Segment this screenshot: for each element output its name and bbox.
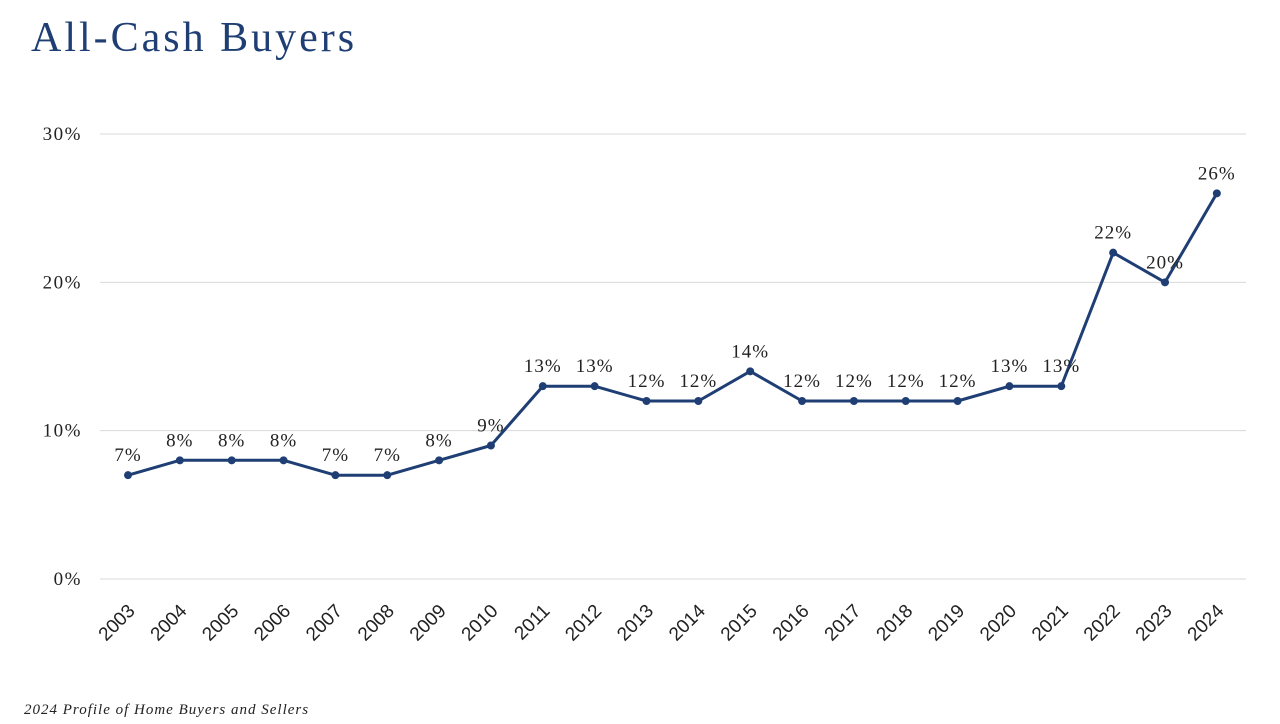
data-label: 7%	[114, 445, 141, 466]
data-label: 12%	[679, 371, 717, 392]
data-label: 8%	[270, 430, 297, 451]
data-label: 12%	[783, 371, 821, 392]
data-point	[590, 382, 599, 391]
x-tick-label: 2007	[302, 601, 347, 646]
x-tick-label: 2010	[458, 601, 503, 646]
y-tick-label: 30%	[43, 124, 82, 145]
data-point	[331, 471, 340, 480]
page-title: All-Cash Buyers	[31, 15, 358, 61]
data-point	[642, 397, 651, 405]
data-label: 13%	[524, 356, 562, 377]
data-label: 13%	[991, 356, 1029, 377]
data-label: 8%	[218, 430, 245, 451]
data-label: 20%	[1146, 252, 1184, 273]
data-point	[746, 367, 755, 376]
y-tick-label: 10%	[43, 421, 82, 442]
source-footer: 2024 Profile of Home Buyers and Sellers	[24, 702, 310, 718]
y-axis: 0% 10% 20% 30%	[43, 124, 82, 590]
data-label: 8%	[166, 430, 193, 451]
x-tick-label: 2018	[873, 601, 918, 646]
data-point	[486, 441, 495, 450]
data-point	[538, 382, 547, 391]
data-label: 12%	[939, 371, 977, 392]
data-label: 13%	[1042, 356, 1080, 377]
data-point	[435, 456, 444, 465]
data-label: 26%	[1198, 163, 1236, 184]
x-tick-label: 2024	[1184, 600, 1229, 645]
x-tick-label: 2006	[250, 601, 295, 646]
data-label: 14%	[731, 341, 769, 362]
data-point	[953, 397, 962, 405]
y-tick-label: 20%	[43, 272, 82, 293]
data-label: 12%	[628, 371, 666, 392]
x-tick-label: 2004	[147, 600, 192, 645]
x-tick-label: 2013	[613, 601, 658, 646]
x-tick-label: 2019	[924, 601, 969, 646]
x-tick-label: 2008	[354, 601, 399, 646]
x-axis: 2003 2004 2005 2006 2007 2008 2009 2010 2011 2012…	[95, 600, 1229, 645]
series-line	[127, 192, 1219, 477]
x-tick-label: 2009	[406, 601, 451, 646]
data-point	[1161, 278, 1169, 287]
x-tick-label: 2005	[198, 601, 243, 646]
data-label: 12%	[887, 371, 925, 392]
grid-layer	[100, 133, 1246, 580]
x-tick-label: 2021	[1028, 601, 1073, 646]
data-point	[383, 471, 392, 480]
data-point	[124, 471, 132, 480]
data-label: 22%	[1094, 223, 1132, 244]
y-tick-label: 0%	[54, 569, 82, 590]
x-tick-label: 2017	[821, 601, 866, 646]
data-label: 7%	[374, 445, 401, 466]
data-point	[227, 456, 236, 465]
data-label: 9%	[477, 416, 504, 437]
series-layer	[124, 189, 1221, 480]
x-tick-label: 2023	[1132, 601, 1177, 646]
data-point	[175, 456, 184, 465]
data-point	[849, 397, 858, 405]
data-point	[1005, 382, 1014, 391]
data-point	[1057, 382, 1066, 391]
x-tick-label: 2003	[95, 601, 140, 646]
data-label: 13%	[576, 356, 614, 377]
data-label: 8%	[425, 430, 452, 451]
data-point	[798, 397, 807, 405]
data-label: 7%	[322, 445, 349, 466]
x-tick-label: 2022	[1080, 601, 1125, 646]
data-point	[279, 456, 288, 465]
x-tick-label: 2014	[665, 600, 710, 645]
x-tick-label: 2015	[717, 601, 762, 646]
data-point	[1109, 248, 1118, 257]
x-tick-label: 2011	[511, 601, 555, 645]
data-label: 12%	[835, 371, 873, 392]
data-point	[1212, 189, 1221, 198]
x-tick-label: 2012	[561, 601, 606, 646]
data-point	[694, 397, 703, 405]
x-tick-label: 2020	[976, 601, 1021, 646]
data-label-layer: 7% 8% 8% 8% 7% 7% 8% 9% 13% 13% 12% 12% 14% 12% 12% 12%…	[114, 163, 1236, 466]
data-point	[901, 397, 910, 405]
x-tick-label: 2016	[769, 601, 814, 646]
